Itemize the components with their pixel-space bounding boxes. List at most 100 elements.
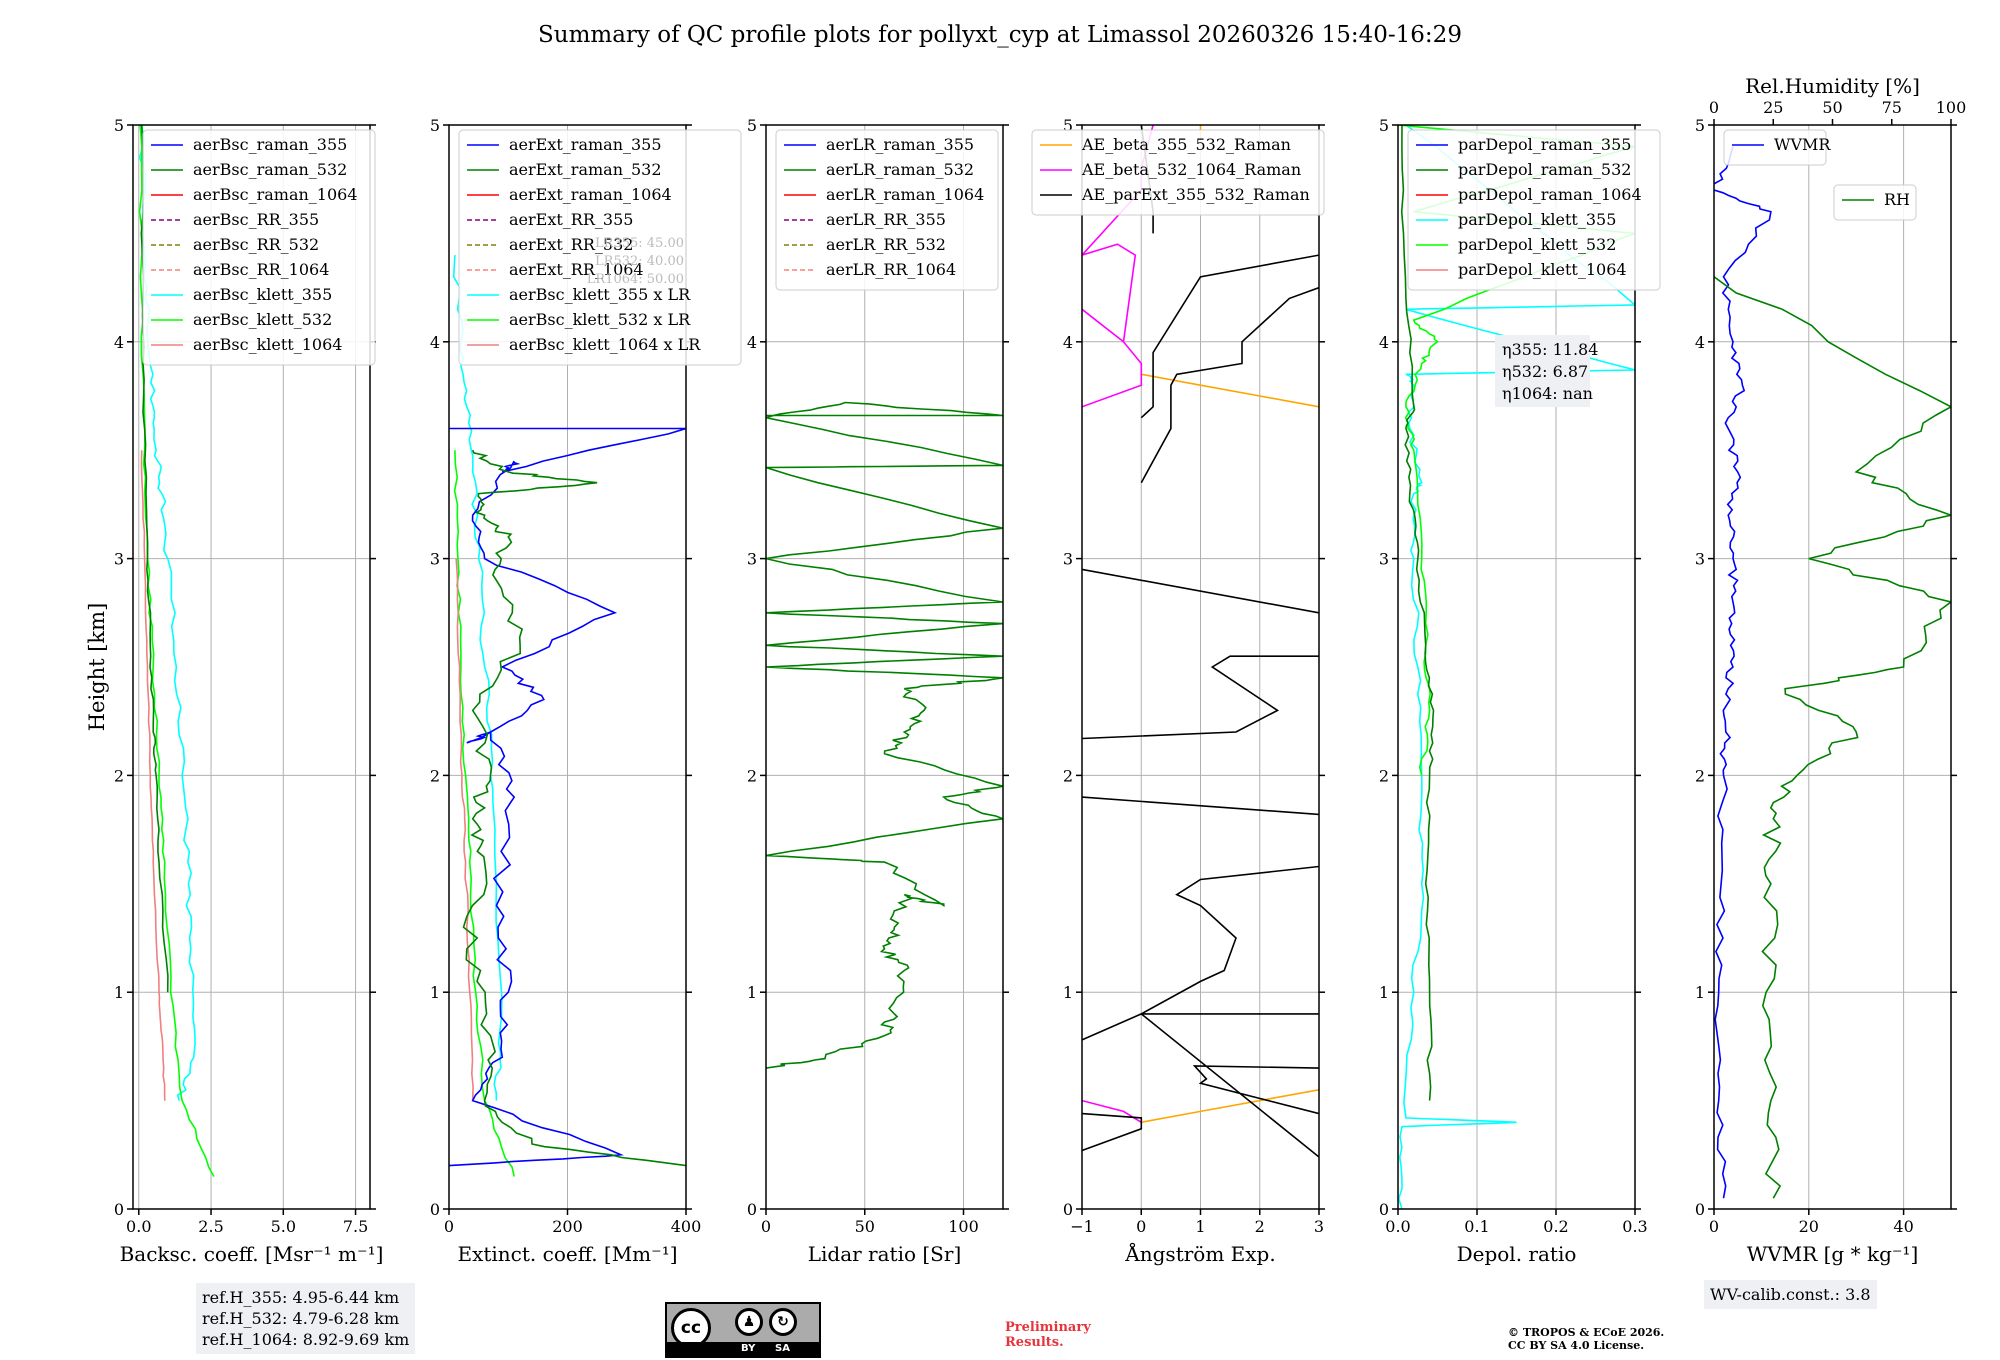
x-tick-label: 5.0 [271, 1217, 296, 1236]
legend-label: aerLR_raman_1064 [826, 185, 984, 204]
legend-label: parDepol_raman_532 [1458, 160, 1631, 179]
preliminary-note: Preliminary Results. [1005, 1320, 1091, 1350]
legend-label: aerLR_RR_532 [826, 235, 946, 254]
legend-label: aerBsc_RR_355 [193, 210, 319, 229]
panel-bsc: 0 1 2 3 4 5 0.0 2.5 5.0 7.5 Backsc. coeff. [Msr⁻¹ … [114, 116, 384, 1266]
y-tick-label: 3 [747, 550, 757, 569]
y-tick-label: 5 [1379, 116, 1389, 135]
y-tick-label: 2 [747, 766, 757, 785]
y-tick-label: 4 [1063, 333, 1073, 352]
legend-label: aerLR_RR_1064 [826, 260, 956, 279]
legend-label: aerBsc_raman_355 [193, 135, 347, 154]
series-line-parDepol_raman_532 [1400, 125, 1435, 1101]
legend-label: aerBsc_klett_355 [193, 285, 332, 304]
legend-label: AE_beta_532_1064_Raman [1081, 160, 1301, 179]
legend-box [1031, 129, 1325, 216]
y-tick-label: 0 [747, 1200, 757, 1219]
series-group [1714, 146, 1951, 1199]
x-tick-label: 1 [1195, 1217, 1205, 1236]
legend-label: parDepol_klett_532 [1458, 235, 1616, 254]
x-tick-label: 200 [552, 1217, 583, 1236]
x-axis-label: Backsc. coeff. [Msr⁻¹ m⁻¹] [120, 1242, 384, 1266]
cc-sa-label: SA [775, 1343, 790, 1354]
y-axis-label: Height [km] [85, 603, 109, 732]
y-tick-label: 4 [114, 333, 124, 352]
legend-box [775, 129, 999, 291]
x-tick-label: 400 [671, 1217, 702, 1236]
y-tick-label: 5 [747, 116, 757, 135]
reference-height-box: ref.H_355: 4.95-6.44 km ref.H_532: 4.79-… [196, 1283, 416, 1354]
eta-value: η1064: nan [1502, 384, 1593, 403]
cc-by-label: BY [741, 1343, 756, 1354]
y-tick-label: 3 [114, 550, 124, 569]
axes-frame [132, 124, 371, 1210]
y-tick-label: 0 [430, 1200, 440, 1219]
y-tick-label: 0 [1379, 1200, 1389, 1219]
legend-label: AE_beta_355_532_Raman [1081, 135, 1291, 154]
series-line-WVMR [1714, 146, 1772, 1199]
legend-label: aerExt_raman_355 [509, 135, 662, 154]
y-tick-label: 1 [1695, 983, 1705, 1002]
x-axis-label: Ångström Exp. [1124, 1241, 1275, 1266]
panel-depol: 0 1 2 3 4 5 0.0 0.1 0.2 0.3 Depol. ratio parDepol_r… [1379, 116, 1661, 1266]
y-tick-label: 3 [1063, 550, 1073, 569]
y-tick-label: 1 [1063, 983, 1073, 1002]
wv-calib-box: WV-calib.const.: 3.8 [1704, 1280, 1877, 1309]
cc-logo-bar: BY SA [667, 1342, 819, 1356]
lr-note: LR1064: 50.00 [587, 272, 684, 287]
legend-label: aerExt_RR_355 [509, 210, 633, 229]
ref-height-532: ref.H_532: 4.79-6.28 km [202, 1309, 400, 1328]
x-axis-label: WVMR [g * kg⁻¹] [1747, 1242, 1919, 1266]
y-tick-label: 4 [1695, 333, 1705, 352]
cc-logo-icon: cc [671, 1308, 711, 1348]
series-group [766, 401, 1003, 1069]
x-tick-label: 2 [1255, 1217, 1265, 1236]
x-tick-label: 100 [948, 1217, 979, 1236]
y-tick-label: 4 [747, 333, 757, 352]
x2-tick-label: 25 [1763, 98, 1783, 117]
y-tick-label: 1 [747, 983, 757, 1002]
x2-tick-label: 100 [1936, 98, 1967, 117]
y-tick-label: 4 [1379, 333, 1389, 352]
figure-title: Summary of QC profile plots for pollyxt_… [538, 22, 1462, 48]
legend-label: aerExt_raman_1064 [509, 185, 672, 204]
x-tick-label: 0 [1136, 1217, 1146, 1236]
x2-tick-label: 75 [1882, 98, 1902, 117]
x2-axis-label: Rel.Humidity [%] [1745, 74, 1920, 98]
x-tick-label: 7.5 [343, 1217, 368, 1236]
x-tick-label: 50 [855, 1217, 875, 1236]
x-tick-label: 20 [1799, 1217, 1819, 1236]
legend-label: aerBsc_raman_1064 [193, 185, 358, 204]
series-line-RH [1714, 276, 1951, 1199]
y-tick-label: 0 [114, 1200, 124, 1219]
legend-label: parDepol_klett_355 [1458, 210, 1616, 229]
series-line-aerBsc_klett_1064 x LR [455, 558, 474, 1101]
legend-label: aerBsc_RR_1064 [193, 260, 329, 279]
legend-box-rh [1833, 184, 1917, 221]
axes-frame [765, 124, 1004, 1210]
y-tick-label: 2 [1063, 766, 1073, 785]
x-tick-label: 0.1 [1464, 1217, 1489, 1236]
series-line-aerExt_raman_355 [449, 427, 686, 1167]
x-tick-label: 0.0 [126, 1217, 151, 1236]
series-group [449, 255, 686, 1177]
lr-note: LR355: 45.00 [595, 236, 684, 251]
legend-label: parDepol_klett_1064 [1458, 260, 1627, 279]
legend-label: aerBsc_raman_532 [193, 160, 347, 179]
series-line-aerBsc_klett_1064 [140, 450, 166, 1101]
preliminary-line-1: Preliminary [1005, 1320, 1091, 1335]
cc-license-logo: cc ♟ ↻ BY SA [665, 1302, 821, 1358]
series-line-aerBsc_klett_532 x LR [453, 450, 515, 1177]
legend-label: WVMR [1774, 135, 1831, 154]
series-line-AE_parExt_355_532_Raman [1082, 125, 1319, 1158]
y-tick-label: 0 [1063, 1200, 1073, 1219]
copyright-line-2: CC BY SA 4.0 License. [1508, 1339, 1645, 1352]
x-tick-label: 0 [761, 1217, 771, 1236]
x-tick-label: 0 [444, 1217, 454, 1236]
y-tick-label: 5 [1063, 116, 1073, 135]
legend-label: aerLR_raman_355 [826, 135, 974, 154]
